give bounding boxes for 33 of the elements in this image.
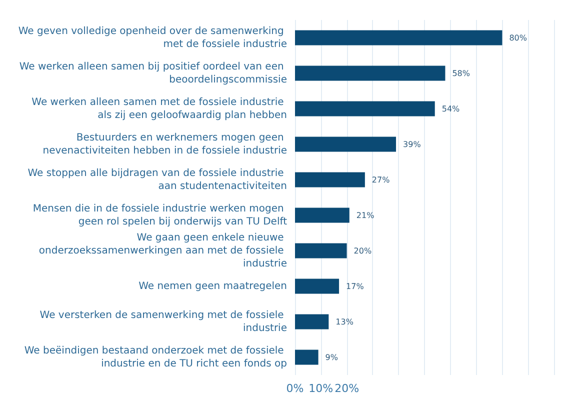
- data-label: 80%: [509, 33, 528, 42]
- data-label: 54%: [442, 104, 460, 114]
- bar: [295, 30, 502, 46]
- x-tick-label: 10%: [308, 382, 334, 395]
- y-tick-label: We nemen geen maatregelen: [138, 280, 287, 292]
- data-label: 21%: [356, 210, 375, 220]
- data-label: 13%: [336, 317, 354, 326]
- data-label: 39%: [403, 140, 422, 149]
- y-tick-label: We gaan geen enkele nieuwe onderzoekssamenwerkingen aan met de fossiele industrie: [38, 232, 287, 270]
- bar: [295, 278, 340, 294]
- bar: [295, 243, 347, 258]
- bar: [295, 136, 396, 152]
- y-tick-label: Mensen die in de fossiele industrie werken mogen geen rol spelen bij onderwijs van TU Delft: [32, 203, 288, 228]
- y-tick-label: We werken alleen samen bij positief oordeel van een beoordelingscommissie: [19, 61, 287, 86]
- x-tick-label: 0%: [286, 382, 304, 395]
- y-tick-label: Bestuurders en werknemers mogen geen nevenactiviteiten hebben in de fossiele industrie: [42, 132, 287, 156]
- y-tick-label: We versterken de samenwerking met de fossiele industrie: [40, 310, 287, 334]
- bar: [295, 101, 435, 116]
- y-tick-label: We stoppen alle bijdragen van de fossiele industrie aan studentenactiviteiten: [28, 168, 287, 192]
- y-tick-label: We werken alleen samen met de fossiele industrie als zij een geloofwaardig plan hebben: [32, 96, 287, 121]
- bar: [295, 350, 318, 365]
- bar: [295, 208, 350, 223]
- x-tick-label: 20%: [334, 382, 360, 395]
- bar: [295, 172, 365, 188]
- bar: [295, 314, 329, 330]
- data-label: 58%: [452, 68, 470, 78]
- data-label: 17%: [346, 282, 364, 291]
- data-label: 9%: [325, 352, 338, 362]
- bar: [295, 66, 446, 81]
- data-label: 20%: [354, 246, 372, 256]
- y-tick-label: We beëindigen bestaand onderzoek met de fossiele industrie en de TU richt een fonds op: [24, 345, 287, 370]
- y-tick-label: We geven volledige openheid over de samenwerking met de fossiele industrie: [18, 26, 287, 50]
- data-label: 27%: [372, 175, 390, 184]
